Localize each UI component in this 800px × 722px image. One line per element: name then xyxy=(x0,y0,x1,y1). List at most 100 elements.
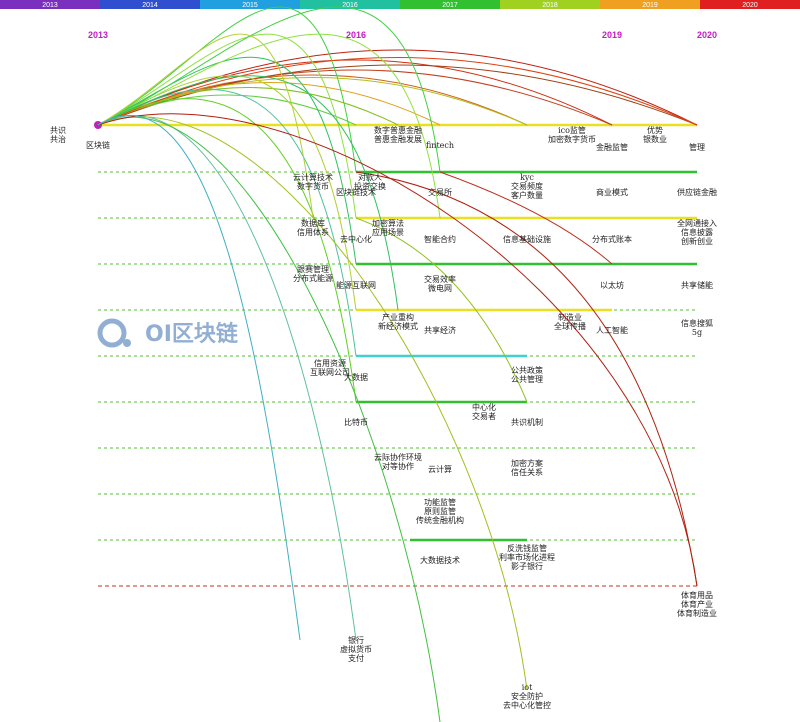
node-label: 交易频度 xyxy=(511,181,543,191)
node-label: 数字普惠金融 xyxy=(374,125,422,135)
year-segment xyxy=(500,0,601,9)
node-label: 交易效率 xyxy=(424,274,456,284)
year-label: 2020 xyxy=(742,2,758,9)
node-label: 比特币 xyxy=(344,417,368,427)
node-label: 区块链 xyxy=(86,140,110,150)
year-header: 2016 xyxy=(346,30,366,40)
arc xyxy=(97,56,357,265)
node-label: 去中心化管控 xyxy=(503,700,551,710)
node-label: 加密方案 xyxy=(511,458,543,468)
node-label: 银数业 xyxy=(643,134,667,144)
year-segment xyxy=(300,0,401,9)
node-label: 利率市场化进程 xyxy=(499,552,555,562)
node-label: 云际协作环境 xyxy=(374,452,422,462)
node-label: 普惠金融发展 xyxy=(374,134,422,144)
year-bar: 2013 2014 2015 2016 2017 2018 2019 2020 xyxy=(0,0,800,9)
year-label: 2019 xyxy=(642,2,658,9)
node-label: 信用体系 xyxy=(297,227,329,237)
arc xyxy=(97,33,357,219)
year-label: 2018 xyxy=(542,2,558,9)
node-label: 商业模式 xyxy=(596,187,628,197)
arc xyxy=(97,98,357,403)
year-segment xyxy=(100,0,201,9)
node-label: 能源互联网 xyxy=(336,280,376,290)
node-label: 加密数字货币 xyxy=(548,134,596,144)
node-label: 中心化 xyxy=(472,402,496,412)
node-label: 对款人 xyxy=(358,172,382,182)
node-label: 信息披露 xyxy=(681,227,713,237)
node-label: 以太坊 xyxy=(600,280,624,290)
node-label: 原则监管 xyxy=(424,506,456,516)
node-label: 应用场景 xyxy=(372,227,404,237)
year-label: 2013 xyxy=(42,2,58,9)
year-header: 2020 xyxy=(697,30,717,40)
year-segment xyxy=(0,0,101,9)
node-label: 数据库 xyxy=(301,218,325,228)
node-label: 共治 xyxy=(50,134,66,144)
node-label: 信用资源 xyxy=(314,358,346,368)
logo-dot xyxy=(123,339,131,347)
arc xyxy=(97,33,314,219)
year-header: 2019 xyxy=(602,30,622,40)
node-label: 共识 xyxy=(50,126,66,135)
year-segment xyxy=(600,0,701,9)
node-label: 分布式能源 xyxy=(293,273,333,283)
node-label: 共识机制 xyxy=(511,417,543,427)
arc xyxy=(355,171,698,587)
arc xyxy=(97,115,357,641)
arc xyxy=(97,117,441,722)
node-label: 体育产业 xyxy=(681,599,713,609)
node-label: 人工智能 xyxy=(596,325,628,335)
arc xyxy=(97,116,528,691)
arc xyxy=(97,6,441,173)
node-label: 全球传播 xyxy=(554,321,586,331)
node-label: 反洗钱监管 xyxy=(507,543,547,553)
brand: OI区块链 xyxy=(145,321,238,347)
arc xyxy=(97,6,357,173)
node-label: 银行 xyxy=(348,635,364,645)
arc xyxy=(97,115,301,641)
node-label: 制造业 xyxy=(558,312,582,322)
node-label: 信任关系 xyxy=(511,467,543,477)
node-label: 虚拟货币 xyxy=(340,644,372,654)
year-header: 2013 xyxy=(88,30,108,40)
logo: OI区块链 xyxy=(97,318,238,348)
logo-icon xyxy=(97,318,127,348)
node-label: 共享经济 xyxy=(424,325,456,335)
node-label: fintech xyxy=(426,141,454,150)
node-label: 影子银行 xyxy=(511,561,543,571)
year-headers: 2013 2016 2019 2020 xyxy=(88,30,717,40)
node-label: 全网通接入 xyxy=(677,218,717,228)
node-label: 智能合约 xyxy=(424,234,456,244)
node-label: 管理 xyxy=(689,142,705,152)
node-label: 公共管理 xyxy=(511,374,543,384)
arc xyxy=(97,64,698,126)
node-label: 加密算法 xyxy=(372,218,404,228)
arc xyxy=(97,59,613,126)
node-label: 供应链金融 xyxy=(677,187,717,197)
year-segment xyxy=(400,0,501,9)
arc xyxy=(97,113,698,587)
node-label: 共享储能 xyxy=(681,280,713,290)
node-label: 安全防护 xyxy=(511,691,543,701)
node-label: 互联网公司 xyxy=(310,368,350,377)
node-label: 创新创业 xyxy=(681,236,713,246)
node-label: 5g xyxy=(692,328,702,337)
node-label: 分布式账本 xyxy=(592,234,632,244)
year-label: 2016 xyxy=(342,2,358,9)
node-label: 传统金融机构 xyxy=(416,515,464,525)
node-label: 公共政策 xyxy=(511,365,543,375)
node-label: 客户数量 xyxy=(511,190,543,200)
node-label: 大数据 xyxy=(344,372,368,382)
arcs xyxy=(97,6,698,722)
node-label: 云计算技术 xyxy=(293,172,333,182)
node-label: 支付 xyxy=(348,653,364,663)
year-label: 2017 xyxy=(442,2,458,9)
node-label: ico监管 xyxy=(558,125,586,135)
node-label: 跟赛管理 xyxy=(297,264,329,274)
node-label: 体育制造业 xyxy=(677,608,717,618)
node-label: 信息搜狐 xyxy=(681,318,713,328)
node-label: 对等协作 xyxy=(382,461,414,471)
